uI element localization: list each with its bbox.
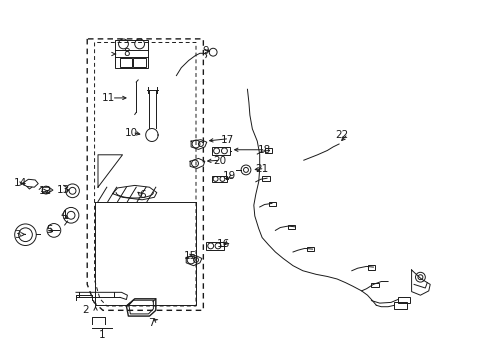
Bar: [212, 147, 230, 155]
Text: 4: 4: [60, 210, 67, 220]
Text: 14: 14: [14, 178, 27, 188]
Bar: [133, 58, 146, 67]
Bar: [394, 302, 407, 309]
Bar: [368, 265, 375, 270]
Text: 15: 15: [183, 251, 197, 261]
Bar: [307, 247, 314, 251]
Text: 7: 7: [148, 318, 155, 328]
Bar: [398, 297, 410, 303]
Bar: [265, 148, 272, 153]
Text: 11: 11: [102, 93, 116, 103]
Text: 10: 10: [125, 128, 138, 138]
Bar: [262, 176, 270, 181]
Bar: [120, 58, 132, 67]
Text: 17: 17: [221, 135, 235, 145]
Text: 5: 5: [46, 225, 52, 235]
Bar: [212, 176, 227, 182]
Bar: [288, 225, 295, 229]
Text: 16: 16: [216, 239, 230, 249]
Text: 13: 13: [57, 185, 71, 195]
Bar: [206, 242, 224, 250]
Text: 9: 9: [202, 46, 209, 56]
Text: 18: 18: [258, 145, 271, 156]
Text: 1: 1: [98, 330, 105, 340]
Bar: [371, 283, 379, 287]
Text: 22: 22: [335, 130, 349, 140]
Text: 3: 3: [14, 230, 21, 240]
Text: 2: 2: [82, 305, 89, 315]
Text: 21: 21: [255, 164, 269, 174]
Text: 8: 8: [123, 48, 130, 58]
Text: 6: 6: [139, 190, 146, 200]
Bar: [269, 202, 276, 206]
Text: 12: 12: [38, 186, 52, 196]
Text: 19: 19: [222, 171, 236, 181]
Bar: [115, 40, 148, 68]
Text: 20: 20: [213, 156, 226, 166]
